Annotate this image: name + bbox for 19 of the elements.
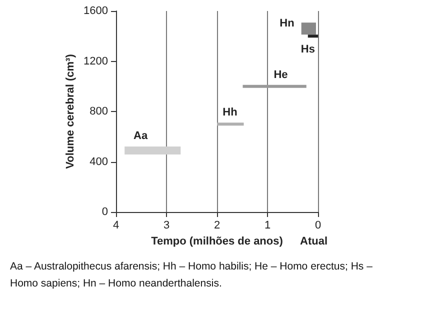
series-label: Aa	[134, 130, 148, 142]
x-axis-title: Tempo (milhões de anos)	[151, 236, 284, 248]
y-tick-label: 0	[102, 206, 108, 218]
y-tick-label: 400	[90, 156, 108, 168]
series-label: Hn	[280, 18, 295, 30]
y-tick-label: 800	[90, 106, 108, 118]
x-tick-label: 1	[264, 220, 271, 232]
text: Aa – Australopithecus afarensis; Hh – Homo habilis; He – Homo erectus; Hs – Homo sapiens; Hn – Homo neanderthalensis.	[10, 260, 376, 290]
series-label: Hs	[300, 44, 315, 56]
series-label: Hh	[222, 106, 238, 119]
text: Atual	[300, 236, 328, 248]
x-tick-label: 3	[163, 220, 170, 232]
y-tick-label: 1200	[84, 55, 108, 68]
y-tick-label: 1600	[84, 5, 108, 17]
x-tick-label: 4	[112, 220, 120, 232]
x-tick-label: 0	[314, 220, 322, 232]
y-axis-title: Volume cerebral (cm³)	[64, 54, 76, 169]
x-tick-label: 2	[214, 220, 220, 232]
series-label: He	[274, 68, 288, 81]
